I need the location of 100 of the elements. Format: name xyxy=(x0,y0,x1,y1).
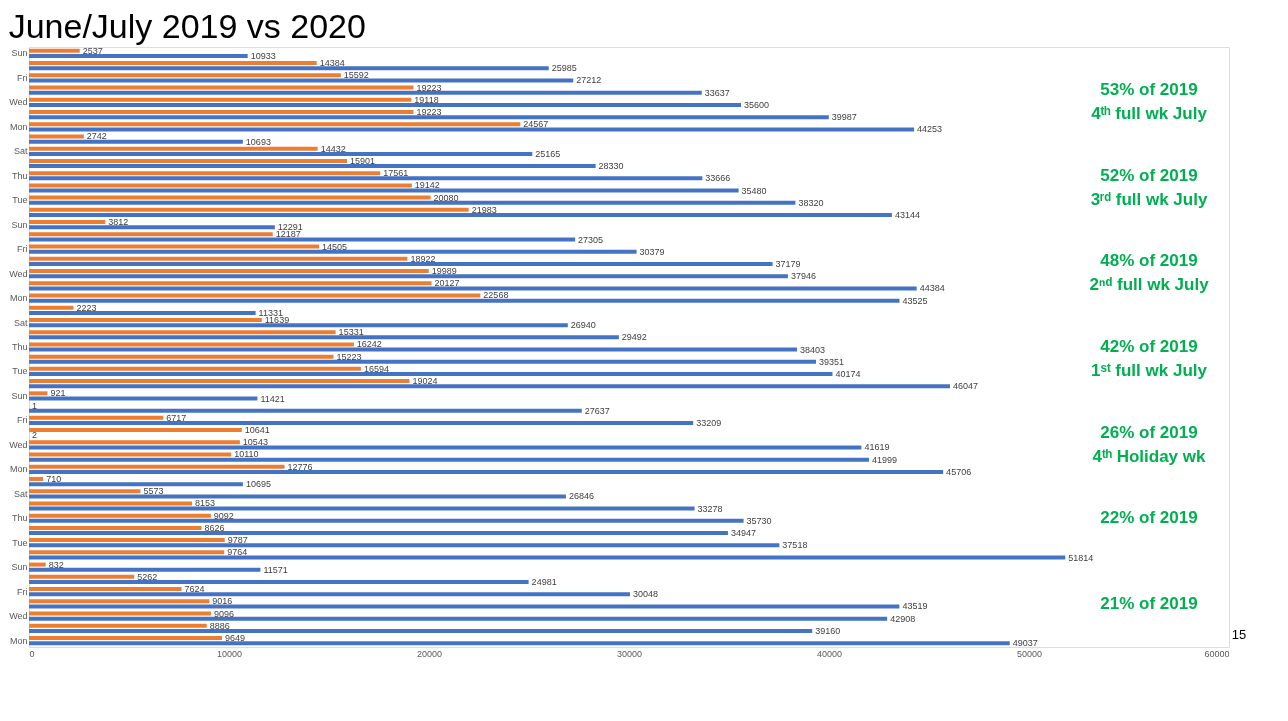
x-tick-label: 20000 xyxy=(416,648,443,659)
data-label: 16242 xyxy=(356,339,382,350)
bar xyxy=(29,641,1010,646)
y-tick-label: Thu xyxy=(11,513,28,524)
data-label: 15592 xyxy=(343,70,369,81)
y-tick-label: Sun xyxy=(11,219,28,230)
data-label: 14384 xyxy=(319,58,345,69)
bar xyxy=(29,298,900,303)
bar xyxy=(29,408,582,413)
y-tick-label: Tue xyxy=(12,195,28,206)
bar xyxy=(29,347,798,352)
bar xyxy=(29,580,529,585)
data-label: 29492 xyxy=(621,332,647,343)
y-tick-label: Sun xyxy=(11,390,28,401)
data-label: 38403 xyxy=(800,344,826,355)
bar xyxy=(29,476,44,481)
bar xyxy=(29,469,944,474)
data-label: 10543 xyxy=(242,437,268,448)
bar xyxy=(29,158,348,163)
bar xyxy=(29,66,549,71)
data-label: 28330 xyxy=(598,161,624,172)
data-label: 51814 xyxy=(1068,552,1094,563)
bar xyxy=(29,207,469,212)
bar xyxy=(29,78,574,83)
data-label: 33278 xyxy=(697,503,723,514)
bar xyxy=(29,73,341,78)
data-label: 11571 xyxy=(263,564,288,575)
bar xyxy=(29,127,915,132)
bar xyxy=(29,513,211,518)
data-label: 40174 xyxy=(835,369,861,380)
bar xyxy=(29,518,744,523)
data-label: 1 xyxy=(32,400,38,411)
bar xyxy=(29,97,412,102)
data-label: 14505 xyxy=(322,241,348,252)
data-label: 10695 xyxy=(245,479,271,490)
data-label: 2223 xyxy=(76,302,97,313)
x-tick-label: 10000 xyxy=(216,648,243,659)
bar xyxy=(29,195,431,200)
data-label: 15223 xyxy=(336,351,362,362)
y-tick-label: Mon xyxy=(9,121,28,132)
data-label: 27637 xyxy=(584,405,610,416)
bar xyxy=(29,244,320,249)
bar xyxy=(29,555,1066,560)
bar xyxy=(29,317,262,322)
data-label: 19142 xyxy=(414,180,440,191)
bar xyxy=(29,562,46,567)
bar xyxy=(29,538,225,543)
y-tick-label: Sun xyxy=(11,48,28,59)
data-label: 9649 xyxy=(224,632,246,643)
data-label: 41619 xyxy=(864,442,890,453)
bar xyxy=(29,171,381,176)
bar xyxy=(29,587,182,592)
y-tick-label: Fri xyxy=(17,586,28,597)
data-label: 37946 xyxy=(790,271,816,282)
x-tick-label: 40000 xyxy=(816,648,843,659)
y-tick-label: Sat xyxy=(13,146,28,157)
bar xyxy=(29,139,243,144)
bar xyxy=(29,293,481,298)
data-label: 38320 xyxy=(798,197,824,208)
bar xyxy=(29,330,336,335)
annotation: 53% of 2019 4ᵗʰ full wk July xyxy=(1091,79,1208,123)
bar xyxy=(29,146,318,151)
data-label: 9092 xyxy=(213,510,234,521)
data-label: 37518 xyxy=(782,540,808,551)
bar xyxy=(29,225,275,230)
data-label: 17561 xyxy=(383,168,409,179)
data-label: 24981 xyxy=(531,577,557,588)
bar xyxy=(29,354,334,359)
y-tick-label: Fri xyxy=(17,244,28,255)
data-label: 15331 xyxy=(338,327,364,338)
data-label: 37179 xyxy=(775,258,801,269)
data-label: 710 xyxy=(46,473,62,484)
data-label: 42908 xyxy=(890,613,916,624)
data-label: 45706 xyxy=(946,466,972,477)
data-label: 44384 xyxy=(919,283,945,294)
data-label: 9096 xyxy=(213,608,234,619)
data-label: 18922 xyxy=(410,253,436,264)
y-tick-label: Mon xyxy=(9,293,28,304)
annotation: 26% of 2019 4ᵗʰ Holiday wk xyxy=(1092,422,1206,466)
bar xyxy=(29,635,222,640)
data-label: 20080 xyxy=(433,192,459,203)
y-tick-label: Tue xyxy=(12,537,28,548)
bar xyxy=(29,109,414,114)
bar xyxy=(29,342,354,347)
y-tick-label: Fri xyxy=(17,415,28,426)
annotation: 52% of 2019 3ʳᵈ full wk July xyxy=(1090,165,1208,209)
data-label: 43525 xyxy=(902,295,928,306)
y-tick-label: Wed xyxy=(9,439,28,450)
data-label: 5573 xyxy=(143,486,164,497)
data-label: 33637 xyxy=(704,87,730,98)
data-label: 35600 xyxy=(744,99,770,110)
bar xyxy=(29,616,888,621)
data-label: 43144 xyxy=(894,210,920,221)
bar xyxy=(29,274,788,279)
data-label: 6717 xyxy=(166,412,187,423)
y-tick-label: Sat xyxy=(13,488,28,499)
data-label: 33666 xyxy=(705,173,731,184)
data-label: 26940 xyxy=(570,320,596,331)
bar xyxy=(29,232,273,237)
bar xyxy=(29,372,833,377)
